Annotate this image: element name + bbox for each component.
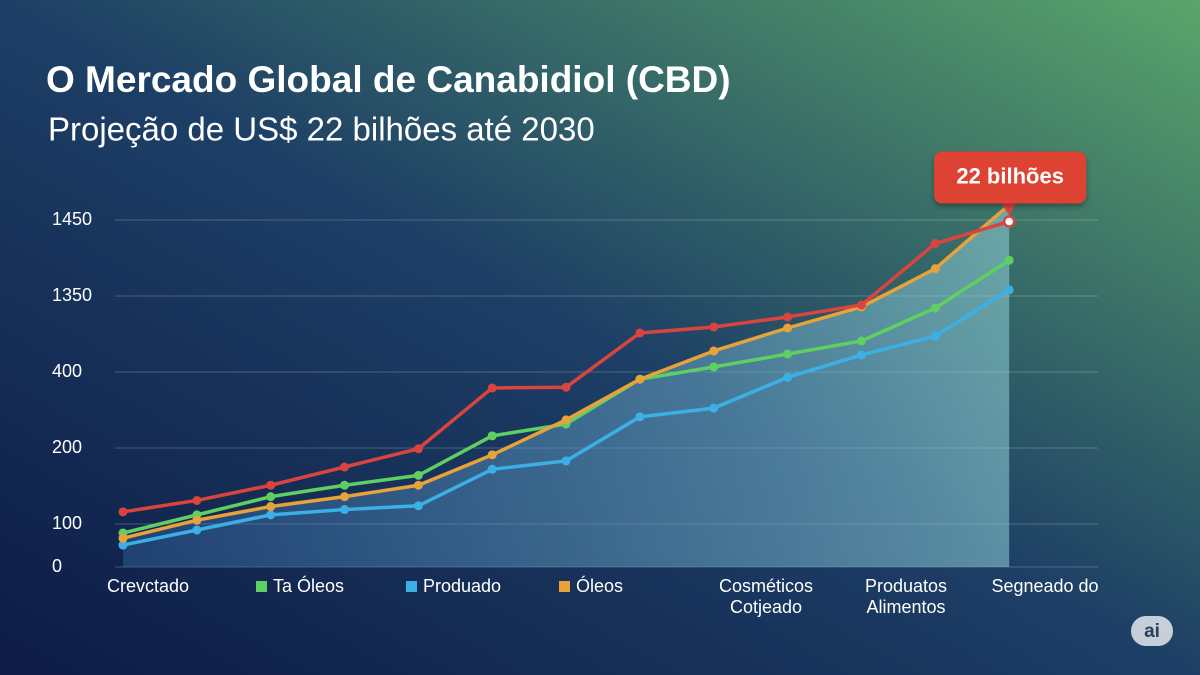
legend-label: Óleos — [576, 575, 623, 596]
x-label: Produatos Alimentos — [865, 576, 947, 617]
point — [413, 480, 423, 490]
point — [266, 492, 276, 502]
point — [635, 328, 645, 338]
point — [709, 346, 719, 356]
y-tick-label: 100 — [52, 513, 82, 533]
area — [123, 204, 1010, 568]
point — [340, 492, 350, 502]
point — [561, 415, 571, 425]
point — [709, 322, 719, 332]
plot: 0 100 200 400 1350 1450 22 bilhões Crevctado Cos… — [52, 151, 1099, 617]
y-tick-label: 0 — [52, 556, 62, 576]
legend-label: Ta Óleos — [273, 575, 344, 596]
annotation-dot — [1002, 215, 1016, 228]
y-tick-label: 1450 — [52, 209, 92, 229]
point — [856, 350, 866, 360]
annotation-text: 22 bilhões — [956, 163, 1064, 188]
x-label: Cosméticos Cotjeado — [719, 576, 813, 617]
point — [561, 382, 571, 392]
point — [487, 464, 497, 474]
point — [635, 412, 645, 422]
y-tick-label: 400 — [52, 361, 82, 381]
point — [1004, 285, 1014, 295]
point — [118, 533, 128, 543]
point — [783, 323, 793, 333]
point — [340, 480, 350, 490]
point — [487, 450, 497, 460]
point — [930, 264, 940, 274]
point — [487, 431, 497, 441]
point — [192, 495, 202, 505]
point — [340, 505, 350, 515]
point — [266, 502, 276, 512]
point — [930, 303, 940, 313]
chart-title: O Mercado Global de Canabidiol (CBD) — [46, 59, 731, 100]
badge-text: ai — [1144, 621, 1160, 642]
y-tick-label: 200 — [52, 437, 82, 457]
point — [118, 507, 128, 517]
point — [930, 331, 940, 341]
point — [783, 349, 793, 359]
point — [118, 540, 128, 550]
point — [561, 456, 571, 466]
point — [266, 510, 276, 520]
legend-swatch — [406, 581, 417, 592]
point — [340, 462, 350, 472]
y-tick-label: 1350 — [52, 285, 92, 305]
annotation-pointer — [1001, 202, 1018, 216]
point — [930, 239, 940, 249]
point — [192, 515, 202, 525]
point — [1004, 255, 1014, 265]
point — [856, 300, 866, 310]
legend-label: Produado — [423, 576, 501, 596]
legend-swatch — [256, 581, 267, 592]
point — [709, 403, 719, 413]
point — [413, 444, 423, 454]
point — [192, 525, 202, 535]
x-label: Crevctado — [107, 576, 189, 596]
point — [783, 372, 793, 382]
point — [635, 374, 645, 384]
x-label: Segneado do — [991, 576, 1098, 596]
legend-swatch — [559, 581, 570, 592]
annotation-box — [934, 151, 1087, 204]
point — [487, 383, 497, 393]
badge — [1131, 616, 1173, 646]
point — [413, 501, 423, 511]
point — [266, 480, 276, 490]
chart-subtitle: Projeção de US$ 22 bilhões até 2030 — [48, 111, 595, 148]
point — [856, 336, 866, 346]
point — [709, 362, 719, 372]
point — [413, 470, 423, 480]
point — [783, 312, 793, 322]
